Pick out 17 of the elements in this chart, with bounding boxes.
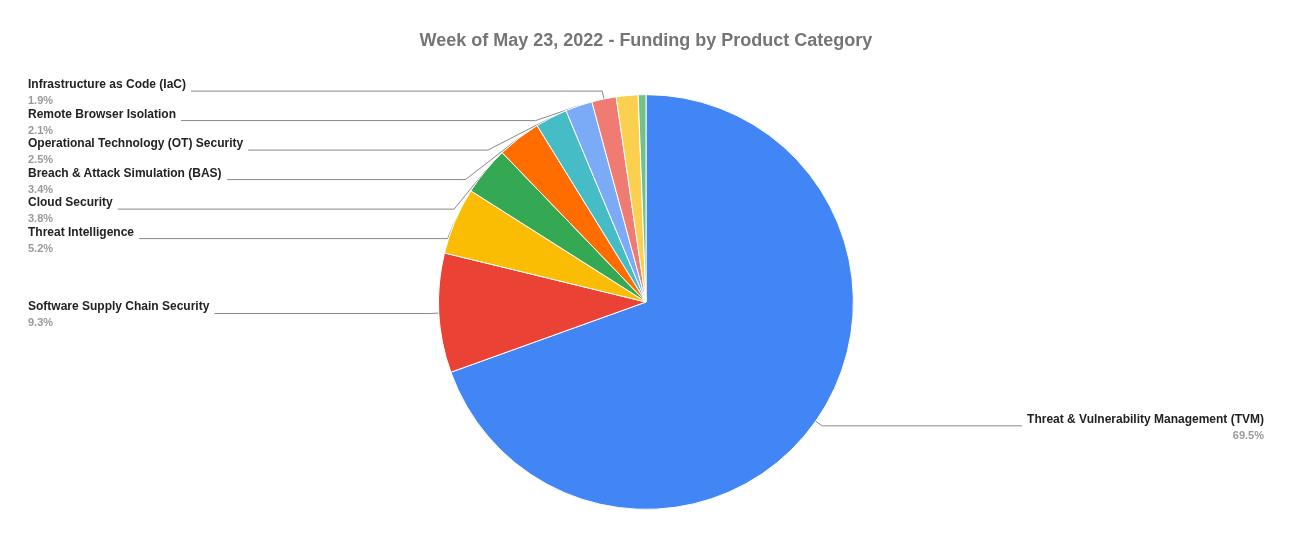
slice-label: Operational Technology (OT) Security (28, 136, 244, 151)
slice-label: Infrastructure as Code (IaC) (28, 77, 187, 92)
slice-label: Cloud Security (28, 195, 114, 210)
data-label: 1.9% (28, 94, 54, 107)
data-label: 69.5% (1232, 428, 1265, 441)
data-label: 2.1% (28, 123, 54, 136)
data-label: 5.2% (28, 241, 54, 254)
data-label: 2.5% (28, 153, 54, 166)
slice-label: Breach & Attack Simulation (BAS) (28, 165, 222, 180)
data-label: 3.4% (28, 182, 54, 195)
slice-label: Threat & Vulnerability Management (TVM) (1027, 411, 1264, 426)
data-label: 3.8% (28, 212, 54, 225)
data-label: 9.3% (28, 316, 54, 329)
slice-label: Threat Intelligence (28, 224, 135, 239)
slice-label: Remote Browser Isolation (28, 106, 177, 121)
chart-title: Week of May 23, 2022 - Funding by Product Category (419, 30, 873, 50)
slice-label: Software Supply Chain Security (28, 299, 210, 314)
